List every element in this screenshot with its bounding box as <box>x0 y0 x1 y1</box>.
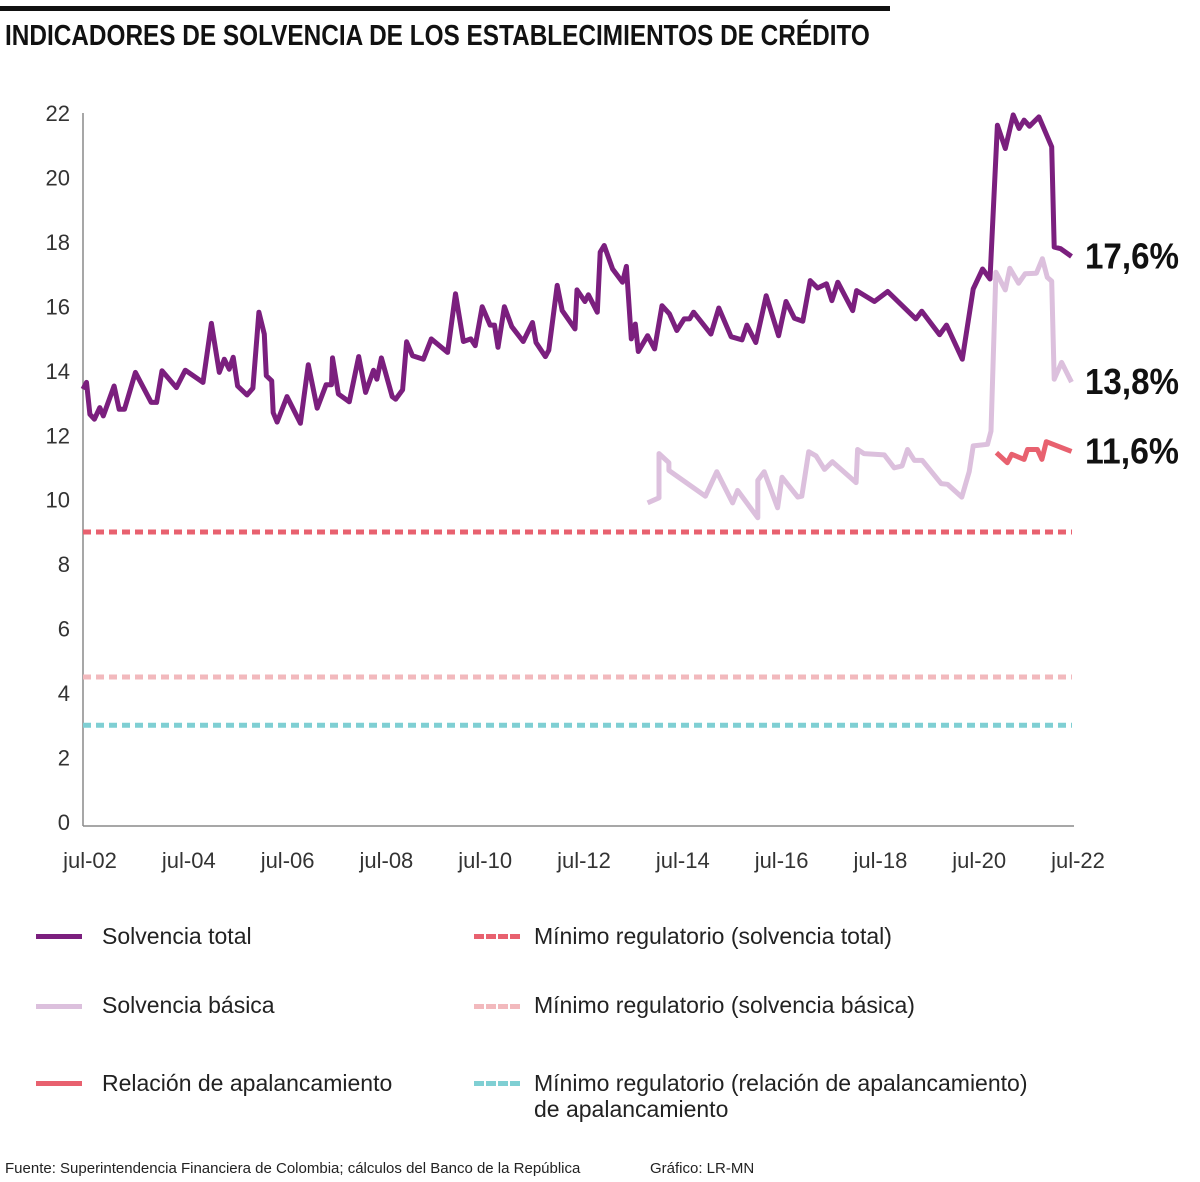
end-value-label: 13,8% <box>1085 361 1179 402</box>
y-tick-label: 22 <box>46 101 70 126</box>
x-tick-label: jul-06 <box>260 848 315 873</box>
legend-label-apalancamiento: Relación de apalancamiento <box>102 1070 393 1096</box>
series-line-solvencia-basica <box>646 256 1074 521</box>
legend-label-solvencia-total: Solvencia total <box>102 923 252 949</box>
x-tick-label: jul-02 <box>62 848 117 873</box>
y-tick-label: 4 <box>58 681 70 706</box>
y-tick-label: 14 <box>46 359 70 384</box>
legend-swatch-solvencia-total <box>36 934 82 939</box>
legend-label-minimo-basica: Mínimo regulatorio (solvencia básica) <box>534 992 915 1018</box>
x-tick-label: jul-08 <box>358 848 413 873</box>
y-tick-label: 20 <box>46 165 70 190</box>
legend-label-minimo-apalancamiento: Mínimo regulatorio (relación de apalanca… <box>534 1070 1027 1122</box>
y-tick-label: 18 <box>46 230 70 255</box>
x-tick-label: jul-22 <box>1050 848 1105 873</box>
graphic-credit: Gráfico: LR-MN <box>650 1160 755 1177</box>
x-tick-label: jul-18 <box>853 848 908 873</box>
y-tick-label: 6 <box>58 617 70 642</box>
legend-label-solvencia-basica: Solvencia básica <box>102 992 275 1018</box>
x-tick-label: jul-14 <box>655 848 710 873</box>
source-note: Fuente: Superintendencia Financiera de C… <box>5 1160 581 1177</box>
y-tick-label: 10 <box>46 488 70 513</box>
legend-swatch-minimo-apalancamiento <box>474 1081 520 1086</box>
legend-label-line2: de apalancamiento <box>534 1096 729 1122</box>
chart-title: INDICADORES DE SOLVENCIA DE LOS ESTABLEC… <box>5 20 870 52</box>
x-tick-label: jul-20 <box>951 848 1006 873</box>
x-tick-label: jul-10 <box>457 848 512 873</box>
end-value-label: 17,6% <box>1085 235 1179 276</box>
title-rule <box>0 6 890 11</box>
y-tick-label: 16 <box>46 294 70 319</box>
legend-label-line1: Mínimo regulatorio (relación de apalanca… <box>534 1070 1028 1096</box>
legend-swatch-minimo-total <box>474 934 520 939</box>
legend-label-minimo-total: Mínimo regulatorio (solvencia total) <box>534 923 892 949</box>
y-tick-label: 0 <box>58 810 70 835</box>
y-tick-label: 8 <box>58 552 70 577</box>
series-line-relacion-de-apalancamiento <box>994 439 1073 466</box>
x-tick-label: jul-12 <box>556 848 611 873</box>
y-tick-label: 12 <box>46 423 70 448</box>
legend-swatch-solvencia-basica <box>36 1004 82 1009</box>
end-value-label: 11,6% <box>1085 430 1179 471</box>
legend-swatch-minimo-basica <box>474 1004 520 1009</box>
series-line-solvencia-total <box>80 112 1073 426</box>
x-tick-label: jul-04 <box>161 848 216 873</box>
x-tick-label: jul-16 <box>754 848 809 873</box>
legend-swatch-apalancamiento <box>36 1081 82 1086</box>
y-tick-label: 2 <box>58 746 70 771</box>
